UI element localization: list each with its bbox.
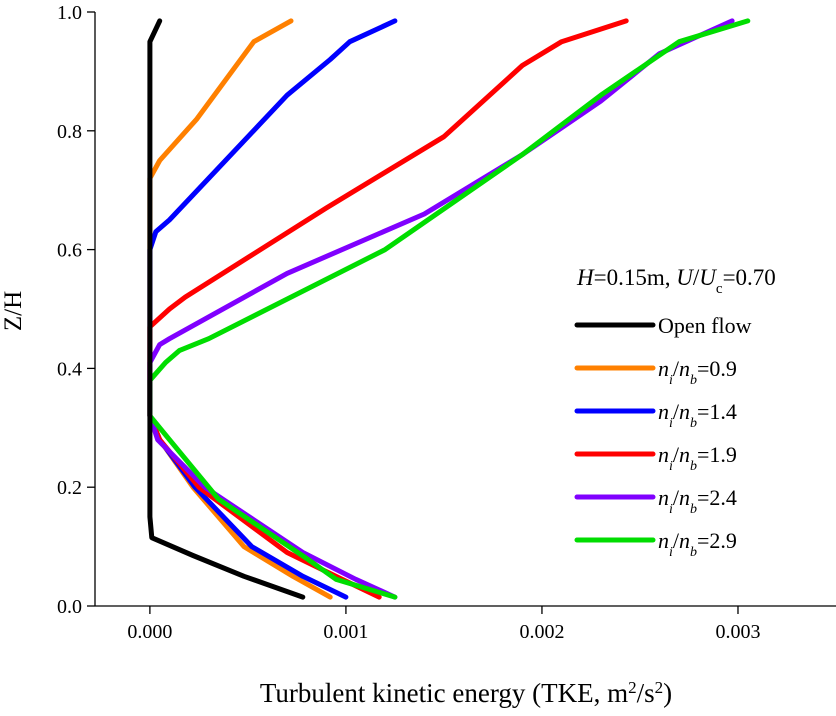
- legend-entry: ni/nb=1.4: [574, 399, 737, 431]
- legend: H=0.15m, U/Uc=0.70 Open flow ni/nb=0.9 ni/…: [574, 265, 776, 560]
- x-tick-label: 0.003: [715, 621, 760, 643]
- axes: [94, 12, 836, 607]
- y-ticks: 0.0 0.2 0.4 0.6 0.8 1.0: [57, 2, 95, 618]
- y-axis-label: Z/H: [0, 291, 27, 331]
- legend-label: ni/nb=2.4: [658, 485, 737, 517]
- series-lines: [147, 18, 751, 600]
- y-tick-label: 0.2: [57, 477, 82, 499]
- legend-label: Open flow: [658, 313, 752, 338]
- legend-label: ni/nb=1.9: [658, 442, 737, 474]
- legend-entry: ni/nb=1.9: [574, 442, 737, 474]
- x-tick-label: 0.002: [519, 621, 564, 643]
- y-tick-label: 0.8: [57, 121, 82, 143]
- y-tick-label: 0.6: [57, 240, 82, 262]
- series-line: [147, 18, 306, 600]
- x-tick-label: 0.000: [127, 621, 172, 643]
- legend-entry: Open flow: [574, 313, 752, 338]
- x-ticks: 0.000 0.001 0.002 0.003: [127, 606, 760, 643]
- series-line: [147, 18, 751, 600]
- y-tick-label: 0.4: [57, 358, 82, 380]
- x-tick-label: 0.001: [323, 621, 368, 643]
- legend-entries: Open flow ni/nb=0.9 ni/nb=1.4 ni/nb=1.9 ni/n…: [574, 313, 752, 560]
- legend-entry: ni/nb=2.4: [574, 485, 737, 517]
- y-tick-label: 1.0: [57, 2, 82, 24]
- legend-label: ni/nb=2.9: [658, 528, 737, 560]
- y-tick-label: 0.0: [57, 596, 82, 618]
- legend-entry: ni/nb=2.9: [574, 528, 737, 560]
- x-axis-label: Turbulent kinetic energy (TKE, m2/s2): [260, 678, 672, 709]
- legend-entry: ni/nb=0.9: [574, 356, 737, 388]
- legend-header: H=0.15m, U/Uc=0.70: [576, 265, 776, 297]
- legend-label: ni/nb=1.4: [658, 399, 737, 431]
- legend-label: ni/nb=0.9: [658, 356, 737, 388]
